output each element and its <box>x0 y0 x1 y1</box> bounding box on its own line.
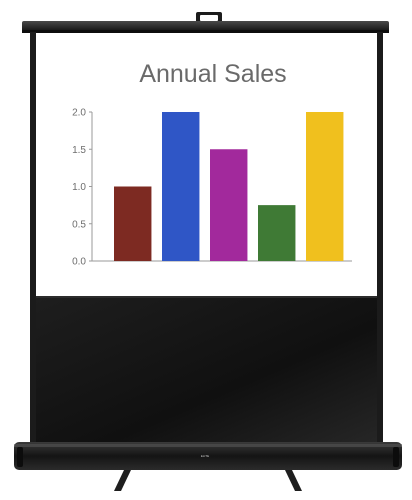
bar-5 <box>306 112 344 261</box>
right-frame-edge <box>377 32 383 442</box>
top-bar <box>22 21 389 32</box>
y-tick-label: 1.5 <box>72 145 86 156</box>
bar-1 <box>114 186 152 261</box>
left-frame-edge <box>30 32 36 442</box>
y-tick-label: 0.5 <box>72 219 86 230</box>
feet <box>114 470 302 491</box>
bar-3 <box>210 149 248 261</box>
bar-2 <box>162 112 200 261</box>
chart-title: Annual Sales <box>139 60 286 88</box>
y-tick-label: 2.0 <box>72 108 86 119</box>
bar-chart: Annual Sales 0.0 0.5 1.0 1.5 2.0 <box>72 60 352 268</box>
brand-label: ELITE <box>201 454 209 458</box>
screen-black-border <box>36 296 377 444</box>
bar-4 <box>258 205 296 261</box>
y-tick-label: 1.0 <box>72 182 86 193</box>
bottom-case: ELITE <box>14 442 402 470</box>
y-tick-label: 0.0 <box>72 257 86 268</box>
